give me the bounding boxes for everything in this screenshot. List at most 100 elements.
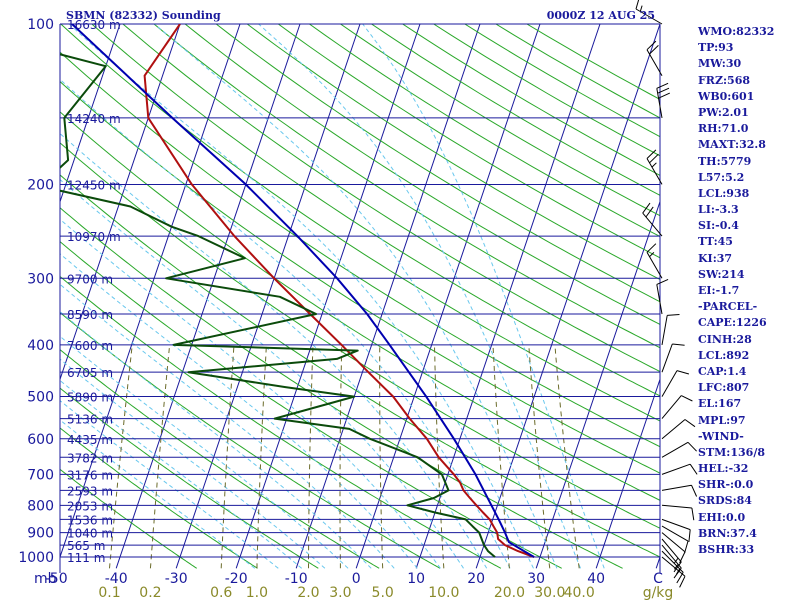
mixing-ratio-line [379,344,384,569]
dry-adiabat-line [60,142,660,529]
index-item: TP:93 [698,41,734,55]
moist-adiabat-line [60,335,349,569]
dry-adiabats [60,24,660,569]
mixing-ratio-line [308,344,314,569]
wind-barb [646,40,663,76]
wind-barbs [635,0,698,588]
wind-barb [661,463,698,475]
dry-adiabat-line [60,348,380,569]
pressure-tick-label: 400 [27,338,54,354]
pressure-tick-label: 100 [27,17,54,33]
mixing-ratio-line [220,344,235,569]
height-label: 5890 m [67,391,113,405]
dry-adiabat-line [60,24,660,422]
height-label: 12450 m [67,178,121,192]
index-item: FRZ:568 [698,73,751,87]
mixing-ratio-line [256,344,267,569]
index-item: CAPE:1226 [698,316,767,330]
isotherm-line [235,24,421,569]
index-item: EL:167 [698,397,742,411]
wind-barb [661,484,698,497]
index-item: TH:5779 [698,154,752,168]
moist-adiabat-line [60,78,511,569]
temperature-tick-label: -50 [45,571,68,587]
index-item: RH:71.0 [698,122,749,136]
moist-adiabat-line [60,399,279,569]
isotherm-line [60,24,61,26]
height-label: 4435 m [67,433,113,447]
temperature-axis: mb-50 -40 -30 -20 -10 0 10 20 30 40 C [34,571,663,587]
wind-barb [661,532,686,564]
index-item: CINH:28 [698,332,752,346]
temperature-tick-label: 30 [527,571,545,587]
wind-barb [661,314,680,345]
index-item: SI:-0.4 [698,219,739,233]
wind-barb [661,395,693,419]
index-item: MW:30 [698,57,742,71]
height-label: 16630 m [67,18,121,32]
pressure-tick-label: 800 [27,498,54,514]
dry-adiabat-line [215,24,660,303]
dry-adiabat-line [153,24,660,349]
dry-adiabat-line [60,275,502,569]
dry-adiabat-line [60,240,562,569]
wind-barb [661,504,695,521]
temperature-tick-label: -10 [285,571,308,587]
dry-adiabat-line [60,207,623,569]
chart-title: SBMN (82332) Sounding [66,9,221,22]
temperature-profile-line [143,24,535,558]
isotherm-line [60,24,121,204]
wind-barb [661,556,686,588]
mixing-ratio-unit-label: g/kg [643,585,674,600]
height-label: 6705 m [67,366,113,380]
mixing-ratio-tick-label: 0.2 [139,585,161,600]
index-item: EHI:0.0 [698,510,746,524]
height-label: 8590 m [67,308,113,322]
index-item: LCL:938 [698,186,750,200]
moist-adiabat-line [68,24,534,569]
index-item: LI:-3.3 [698,203,739,217]
pressure-tick-label: 500 [27,390,54,406]
isotherm-line [175,24,361,569]
height-label: 1536 m [67,513,113,527]
wind-barb [656,278,669,315]
parcel-profile-line [71,24,535,558]
index-item: SHR-:0.0 [698,478,754,492]
wind-barb [661,525,689,554]
isobar-lines [59,23,661,573]
index-item: MPL:97 [698,413,746,427]
height-label: 2593 m [67,484,113,498]
pressure-tick-labels: 1000 900 800 700 600 500 400 300 200 100 [18,17,54,566]
mixing-ratio-tick-label: 30.0 [534,585,565,600]
dry-adiabat-line [60,468,197,569]
sounding-datetime: 0000Z 12 AUG 25 [546,9,655,22]
wind-barb [661,518,691,542]
index-item: TT:45 [698,235,733,249]
index-item: LCL:892 [698,348,750,362]
moist-adiabat-line [60,358,326,569]
wind-barb [661,370,690,397]
dry-adiabat-line [60,311,441,569]
index-item: CAP:1.4 [698,364,747,378]
mixing-ratio-tick-label: 40.0 [564,585,595,600]
height-label: 3782 m [67,451,113,465]
isotherm-line [595,377,660,569]
index-item: SRDS:84 [698,494,752,508]
pressure-tick-label: 300 [27,271,54,287]
wind-barb [661,538,682,573]
temperature-tick-label: 10 [407,571,425,587]
moist-adiabat-line [60,253,418,569]
index-item: KI:37 [698,251,733,265]
mixing-ratio-tick-label: 20.0 [494,585,525,600]
y-axis-label: mb [34,571,57,587]
moist-adiabat-line [60,283,395,569]
index-item: LFC:807 [698,381,750,395]
index-item: STM:136/8 [698,445,765,459]
mixing-ratio-lines [109,344,580,569]
pressure-tick-label: 200 [27,177,54,193]
height-label: 9700 m [67,272,113,286]
pressure-tick-label: 600 [27,432,54,448]
dry-adiabat-line [184,24,660,325]
